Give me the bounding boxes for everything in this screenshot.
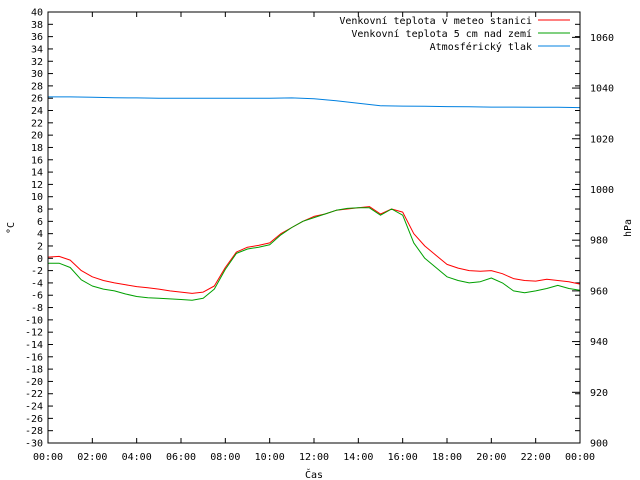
y2-tick-label: 1060 (590, 33, 614, 44)
x-tick-label: 06:00 (166, 452, 196, 463)
y-tick-label: -24 (25, 402, 43, 413)
y-tick-label: -8 (31, 303, 43, 314)
y-tick-label: 6 (37, 217, 43, 228)
legend-label: Venkovní teplota 5 cm nad zemí (351, 28, 532, 40)
y-tick-label: 28 (31, 81, 43, 92)
y2-tick-label: 940 (590, 337, 608, 348)
y-tick-label: 38 (31, 20, 43, 31)
legend: Venkovní teplota v meteo stanici Venkovn… (339, 15, 570, 53)
y-tick-label: -4 (31, 278, 43, 289)
y2-tick-label: 920 (590, 388, 608, 399)
x-tick-label: 16:00 (388, 452, 418, 463)
x-tick-label: 00:00 (565, 452, 595, 463)
y-tick-label: 10 (31, 192, 43, 203)
x-tick-label: 12:00 (299, 452, 329, 463)
y-tick-label: 26 (31, 94, 43, 105)
y-tick-label: 18 (31, 143, 43, 154)
x-axis-label: Čas (305, 468, 323, 480)
y-tick-label: 4 (37, 229, 43, 240)
y-tick-label: -20 (25, 377, 43, 388)
x-tick-label: 22:00 (521, 452, 551, 463)
y-tick-label: 12 (31, 180, 43, 191)
series-line (48, 207, 581, 301)
y2-tick-label: 1000 (590, 185, 614, 196)
x-tick-label: 10:00 (255, 452, 285, 463)
y-tick-label: 40 (31, 8, 43, 19)
y-tick-label: 8 (37, 205, 43, 216)
y-tick-label: -22 (25, 389, 43, 400)
series-line (48, 96, 581, 109)
y2-tick-label: 1020 (590, 134, 614, 145)
x-tick-label: 14:00 (343, 452, 373, 463)
y-tick-label: 16 (31, 155, 43, 166)
y-tick-label: -30 (25, 439, 43, 450)
y2-tick-label: 900 (590, 439, 608, 450)
y-tick-label: 22 (31, 118, 43, 129)
x-tick-label: 00:00 (33, 452, 63, 463)
legend-label: Atmosférický tlak (430, 41, 532, 53)
y2-tick-label: 1040 (590, 84, 614, 95)
y-tick-label: 0 (37, 254, 43, 265)
x-tick-label: 18:00 (432, 452, 462, 463)
y-tick-label: -16 (25, 352, 43, 363)
x-tick-label: 04:00 (122, 452, 152, 463)
x-tick-label: 20:00 (476, 452, 506, 463)
y-tick-label: -2 (31, 266, 43, 277)
y-axis-label: °C (6, 222, 17, 234)
y-tick-label: 2 (37, 241, 43, 252)
series-line (47, 206, 581, 294)
y-tick-label: 36 (31, 32, 43, 43)
y-tick-label: 14 (31, 168, 43, 179)
y2-tick-label: 980 (590, 236, 608, 247)
y-tick-label: 30 (31, 69, 43, 80)
y-tick-label: -26 (25, 414, 43, 425)
y-tick-label: -10 (25, 315, 43, 326)
tick-layer: -30-28-26-24-22-20-18-16-14-12-10-8-6-4-… (25, 8, 614, 464)
y-tick-label: 24 (31, 106, 43, 117)
y-tick-label: 20 (31, 131, 43, 142)
legend-label: Venkovní teplota v meteo stanici (339, 15, 532, 27)
y-tick-label: 32 (31, 57, 43, 68)
plot-frame (47, 11, 581, 444)
x-tick-label: 02:00 (77, 452, 107, 463)
y2-tick-label: 960 (590, 286, 608, 297)
y-tick-label: -14 (25, 340, 43, 351)
y-tick-label: -6 (31, 291, 43, 302)
y-tick-label: 34 (31, 44, 43, 55)
y-tick-label: -12 (25, 328, 43, 339)
x-tick-label: 08:00 (210, 452, 240, 463)
y-tick-label: -28 (25, 426, 43, 437)
series-layer (47, 96, 581, 301)
y2-axis-label: hPa (623, 219, 634, 237)
y-tick-label: -18 (25, 365, 43, 376)
